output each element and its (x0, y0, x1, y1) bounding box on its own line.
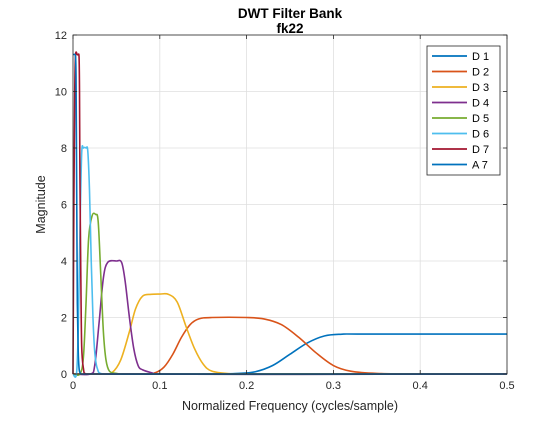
legend-label-d7: D 7 (472, 144, 489, 156)
y-tick-label: 10 (55, 87, 67, 99)
x-tick-label: 0.2 (239, 380, 254, 392)
y-tick-label: 6 (61, 200, 67, 212)
legend-box (426, 45, 501, 176)
x-tick-label: 0.5 (499, 380, 514, 392)
y-tick-label: 8 (61, 143, 67, 155)
y-tick-label: 0 (61, 369, 67, 381)
y-tick-label: 12 (55, 30, 67, 42)
chart-subtitle: fk22 (276, 21, 303, 36)
x-tick-label: 0 (70, 380, 76, 392)
legend-label-d5: D 5 (472, 113, 489, 125)
y-axis-label: Magnitude (34, 175, 48, 233)
legend[interactable]: D 1 D 2 D 3 D 4 D 5 D 6 D 7 A 7 (426, 45, 501, 176)
legend-label-a7: A 7 (472, 160, 488, 172)
x-tick-label: 0.3 (326, 380, 341, 392)
legend-label-d3: D 3 (472, 82, 489, 94)
x-axis-label: Normalized Frequency (cycles/sample) (182, 399, 398, 413)
series-line-d6 (72, 145, 508, 378)
ticks: 0 0.1 0.2 0.3 0.4 0.5 0 2 4 6 8 10 12 (55, 30, 515, 392)
y-tick-label: 4 (61, 256, 67, 268)
series-line-d2 (72, 316, 508, 375)
legend-label-d4: D 4 (472, 98, 489, 110)
chart-title: DWT Filter Bank (238, 6, 343, 21)
legend-label-d2: D 2 (472, 67, 489, 79)
series-layer (72, 51, 508, 378)
y-tick-label: 2 (61, 313, 67, 325)
legend-label-d6: D 6 (472, 129, 489, 141)
x-tick-label: 0.1 (152, 380, 167, 392)
legend-label-d1: D 1 (472, 51, 489, 63)
x-tick-label: 0.4 (413, 380, 428, 392)
